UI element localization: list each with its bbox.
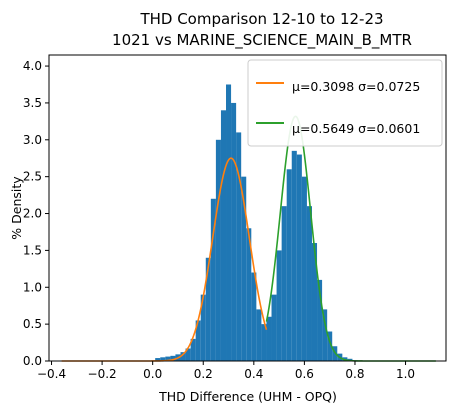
legend: μ=0.3098 σ=0.0725 μ=0.5649 σ=0.0601: [247, 59, 443, 147]
x-axis-label: THD Difference (UHM - OPQ): [158, 389, 337, 404]
histogram-bar-1: [160, 357, 166, 361]
y-tick-label-5: 2.5: [23, 170, 42, 184]
histogram-bar-13: [220, 110, 227, 361]
histogram-bar-6: [185, 348, 191, 361]
x-tick-label-6: 0.8: [345, 367, 364, 381]
histogram-bar-5: [180, 352, 186, 361]
histogram-bar-12: [215, 139, 221, 361]
histogram-bar-35: [332, 346, 338, 361]
y-tick-label-7: 3.5: [23, 96, 42, 110]
legend-entry-2: μ=0.5649 σ=0.0601: [292, 121, 420, 136]
histogram-bar-3: [170, 355, 176, 361]
histogram-bar-23: [271, 294, 277, 361]
y-axis-label: % Density: [9, 176, 24, 240]
x-tick-label-1: −0.2: [88, 367, 117, 381]
histogram-bar-15: [231, 102, 237, 362]
x-tick-label-0: −0.4: [37, 367, 66, 381]
y-tick-label-6: 3.0: [23, 133, 42, 147]
y-tick-label-8: 4.0: [23, 59, 42, 73]
histogram-bar-0: [155, 358, 161, 361]
histogram-bar-16: [236, 132, 242, 361]
x-tick-label-3: 0.2: [194, 367, 213, 381]
histogram-bar-34: [327, 331, 333, 361]
y-axis: 0.0 0.5 1.0 1.5 2.0 2.5 3.0 3.5 4.0: [23, 59, 49, 368]
y-tick-label-0: 0.0: [23, 354, 42, 368]
histogram-bar-9: [200, 294, 206, 361]
histogram-bar-2: [165, 356, 171, 361]
x-tick-label-2: 0.0: [143, 367, 162, 381]
histogram-bar-11: [210, 198, 216, 361]
y-tick-label-4: 2.0: [23, 207, 42, 221]
histogram-bar-21: [261, 324, 267, 361]
chart-title-line-2: 1021 vs MARINE_SCIENCE_MAIN_B_MTR: [112, 31, 412, 50]
y-tick-label-2: 1.0: [23, 280, 42, 294]
histogram-bar-10: [205, 257, 211, 361]
chart-title-line-1: THD Comparison 12-10 to 12-23: [139, 10, 383, 28]
histogram-bar-32: [317, 279, 323, 361]
histogram-bar-31: [311, 243, 318, 361]
histogram-bar-26: [286, 169, 292, 361]
histogram-bar-17: [241, 176, 247, 361]
histogram-bar-24: [276, 250, 282, 361]
histogram-bar-28: [296, 154, 302, 361]
x-tick-label-5: 0.6: [295, 367, 314, 381]
histogram-bar-20: [256, 309, 262, 361]
histogram-bar-7: [190, 338, 196, 361]
y-tick-label-3: 1.5: [23, 243, 42, 257]
histogram-bar-19: [251, 272, 257, 361]
x-tick-label-7: 1.0: [396, 367, 415, 381]
legend-box: [247, 59, 443, 147]
histogram-bar-29: [301, 176, 307, 361]
x-tick-label-4: 0.4: [244, 367, 263, 381]
y-tick-label-1: 0.5: [23, 317, 42, 331]
histogram-bar-8: [195, 320, 201, 361]
axes-frame: [48, 54, 447, 362]
histogram-bar-22: [266, 316, 272, 361]
histogram-bar-18: [246, 228, 252, 361]
histogram-bar-14: [226, 84, 232, 362]
legend-entry-1: μ=0.3098 σ=0.0725: [292, 79, 420, 94]
histogram-bar-30: [306, 206, 312, 361]
x-axis: −0.4 −0.2 0.0 0.2 0.4 0.6 0.8 1.0: [37, 361, 415, 381]
histogram-bar-25: [281, 206, 287, 361]
histogram-bar-27: [291, 150, 297, 361]
histogram-bar-33: [322, 309, 328, 361]
